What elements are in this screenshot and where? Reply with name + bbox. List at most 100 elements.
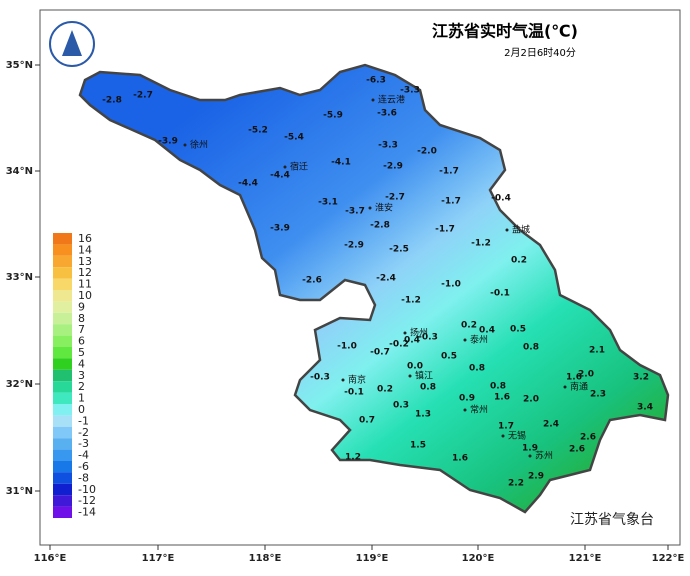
station-temperature: -1.2 <box>401 296 421 306</box>
legend-label: 9 <box>78 300 85 313</box>
station-temperature: -0.1 <box>490 289 510 299</box>
station-temperature: -2.8 <box>370 221 390 231</box>
lon-label: 118°E <box>249 553 282 564</box>
legend-label: -14 <box>78 506 96 519</box>
city-name: 苏州 <box>535 450 553 462</box>
city-dot <box>283 165 287 169</box>
legend-swatch <box>53 404 72 416</box>
city-name: 泰州 <box>470 334 488 346</box>
station-temperature: -1.7 <box>439 167 459 177</box>
lon-label: 116°E <box>34 553 67 564</box>
city-dot <box>341 378 345 382</box>
legend-label: -4 <box>78 449 89 462</box>
station-temperature: 0.2 <box>377 385 393 395</box>
station-temperature: -5.2 <box>248 126 268 136</box>
station-temperature: -4.1 <box>331 158 351 168</box>
station-temperature: -1.0 <box>441 280 461 290</box>
city-name: 淮安 <box>375 202 393 214</box>
city-name: 常州 <box>470 404 488 416</box>
lon-label: 122°E <box>652 553 685 564</box>
legend-label: -1 <box>78 414 89 427</box>
station-temperature: 2.6 <box>580 433 596 443</box>
station-temperature: 2.3 <box>590 390 606 400</box>
station-temperature: -3.6 <box>377 109 397 119</box>
legend-swatch <box>53 369 72 382</box>
legend-label: 10 <box>78 289 92 302</box>
station-temperature: -2.9 <box>383 162 403 172</box>
station-temperature: -1.7 <box>441 197 461 207</box>
legend-swatch <box>53 461 72 473</box>
city-dot <box>563 385 567 389</box>
station-temperature: 1.3 <box>415 410 431 420</box>
city-dot <box>501 434 505 438</box>
station-temperature: 1.7 <box>498 422 514 432</box>
lon-label: 120°E <box>462 553 495 564</box>
station-temperature: -0.1 <box>344 388 364 398</box>
station-temperature: 3.4 <box>637 403 653 413</box>
legend-swatch <box>53 244 72 256</box>
agency: 江苏省气象台 <box>570 512 654 528</box>
city-name: 盐城 <box>512 224 530 236</box>
lat-label: 31°N <box>6 486 33 497</box>
city-name: 徐州 <box>190 139 208 151</box>
legend-label: 5 <box>78 346 85 359</box>
city-dot <box>403 331 407 335</box>
legend-swatch <box>53 438 72 450</box>
station-temperature: -3.1 <box>318 198 338 208</box>
city-name: 连云港 <box>378 94 405 106</box>
station-temperature: 1.5 <box>410 441 426 451</box>
station-temperature: 0.2 <box>511 256 527 266</box>
city-name: 南通 <box>570 381 588 393</box>
station-temperature: 1.9 <box>522 444 538 454</box>
station-temperature: 0.9 <box>459 394 475 404</box>
legend-swatch <box>53 495 72 507</box>
city-dot <box>463 408 467 412</box>
city-name: 宿迁 <box>290 161 308 173</box>
legend-swatch <box>53 301 72 313</box>
station-temperature: 1.6 <box>566 373 582 383</box>
legend-swatch <box>53 415 72 427</box>
lon-label: 121°E <box>569 553 602 564</box>
legend-label: 1 <box>78 392 85 405</box>
legend-label: 3 <box>78 369 85 382</box>
station-temperature: -2.4 <box>376 274 396 284</box>
lon-label: 119°E <box>356 553 389 564</box>
legend-swatch <box>53 233 72 245</box>
station-temperature: -0.3 <box>418 333 438 343</box>
station-temperature: 0.5 <box>441 352 457 362</box>
subtitle: 2月2日6时40分 <box>504 47 576 59</box>
station-temperature: 1.2 <box>345 453 361 463</box>
station-temperature: 1.6 <box>494 393 510 403</box>
legend-label: 2 <box>78 380 85 393</box>
legend-label: -3 <box>78 437 89 450</box>
lat-label: 33°N <box>6 272 33 283</box>
city-name: 无锡 <box>508 431 526 442</box>
legend-label: 8 <box>78 312 85 325</box>
station-temperature: -2.8 <box>102 96 122 106</box>
station-temperature: 0.4 <box>404 336 420 346</box>
station-temperature: -3.9 <box>158 137 178 147</box>
station-temperature: -0.7 <box>370 348 390 358</box>
station-temperature: 0.8 <box>469 364 485 374</box>
legend-label: 4 <box>78 357 85 370</box>
legend-label: -6 <box>78 460 89 473</box>
legend-swatch <box>53 312 72 325</box>
legend-swatch <box>53 449 72 461</box>
station-temperature: 0.7 <box>359 416 375 426</box>
station-temperature: 0.3 <box>393 401 409 411</box>
station-temperature: 2.0 <box>578 370 594 380</box>
station-temperature: 1.6 <box>452 454 468 464</box>
legend-swatch <box>53 381 72 393</box>
legend-swatch <box>53 290 72 302</box>
legend-label: -2 <box>78 426 89 439</box>
station-temperature: 0.8 <box>490 382 506 392</box>
station-temperature: -1.0 <box>337 342 357 352</box>
lat-label: 35°N <box>6 60 33 71</box>
legend-label: -8 <box>78 471 89 484</box>
legend-swatch <box>53 267 72 279</box>
legend-swatch <box>53 506 72 518</box>
lat-label: 34°N <box>6 166 33 177</box>
station-temperature: 2.2 <box>508 479 524 489</box>
station-temperature: -5.4 <box>284 133 304 143</box>
legend-label: 6 <box>78 335 85 348</box>
